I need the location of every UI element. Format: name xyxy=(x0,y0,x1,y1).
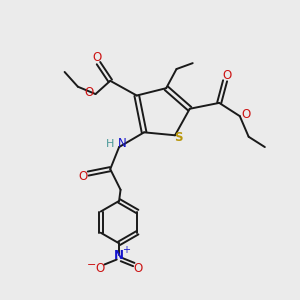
Text: O: O xyxy=(242,108,251,121)
Text: N: N xyxy=(114,249,124,262)
Text: O: O xyxy=(78,170,88,183)
Text: N: N xyxy=(118,137,126,150)
Text: S: S xyxy=(174,131,182,144)
Text: O: O xyxy=(222,69,231,82)
Text: O: O xyxy=(84,86,94,99)
Text: O: O xyxy=(92,51,102,64)
Text: H: H xyxy=(106,139,114,148)
Text: −: − xyxy=(86,260,96,269)
Text: O: O xyxy=(95,262,105,275)
Text: +: + xyxy=(122,245,130,255)
Text: O: O xyxy=(134,262,143,275)
